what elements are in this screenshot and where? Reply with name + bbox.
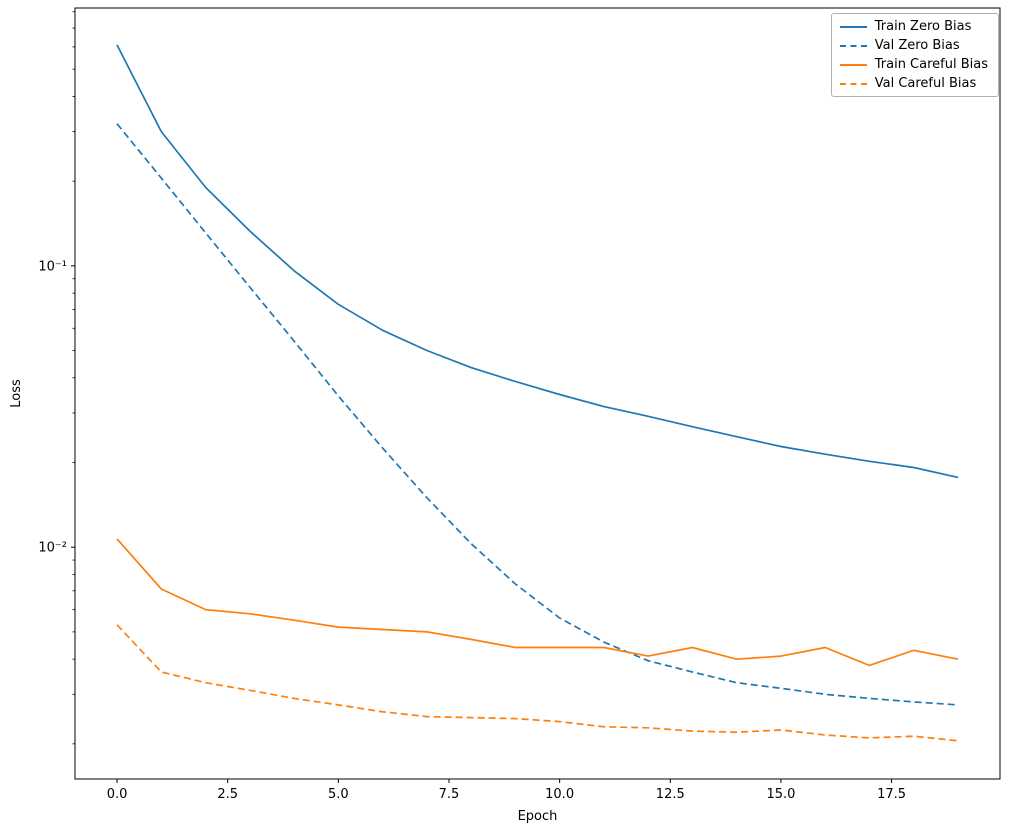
legend-line-sample-dashed-orange [839, 82, 867, 85]
series-val-zero-bias [116, 123, 959, 706]
legend-item-val-careful-bias: Val Careful Bias [839, 76, 988, 91]
legend-label: Val Zero Bias [874, 38, 960, 53]
x-tick-label: 17.5 [877, 787, 906, 802]
y-axis-label: Loss [9, 379, 24, 408]
x-axis-label: Epoch [518, 809, 558, 824]
legend: Train Zero Bias Val Zero Bias Train Care… [830, 13, 999, 97]
series-val-careful-bias [116, 624, 959, 742]
x-tick-label: 5.0 [328, 787, 349, 802]
legend-line-sample-solid-blue [839, 25, 867, 28]
legend-line-sample-solid-orange [839, 63, 867, 66]
x-tick-label: 10.0 [545, 787, 574, 802]
legend-label: Val Careful Bias [874, 76, 977, 91]
x-tick-label: 0.0 [107, 787, 128, 802]
y-tick-label: 10⁻² [38, 541, 67, 556]
x-tick-label: 7.5 [439, 787, 460, 802]
y-tick-label: 10⁻¹ [38, 259, 67, 274]
legend-line-sample-dashed-blue [839, 44, 867, 47]
x-tick-label: 2.5 [217, 787, 238, 802]
legend-item-train-careful-bias: Train Careful Bias [839, 57, 988, 72]
legend-label: Train Careful Bias [874, 57, 988, 72]
legend-label: Train Zero Bias [874, 19, 972, 34]
axes-spines [74, 7, 1001, 780]
legend-item-val-zero-bias: Val Zero Bias [839, 38, 988, 53]
x-tick-label: 15.0 [766, 787, 795, 802]
series-train-zero-bias [116, 44, 959, 479]
series-train-careful-bias [116, 538, 959, 667]
x-tick-label: 12.5 [656, 787, 685, 802]
legend-item-train-zero-bias: Train Zero Bias [839, 19, 988, 34]
